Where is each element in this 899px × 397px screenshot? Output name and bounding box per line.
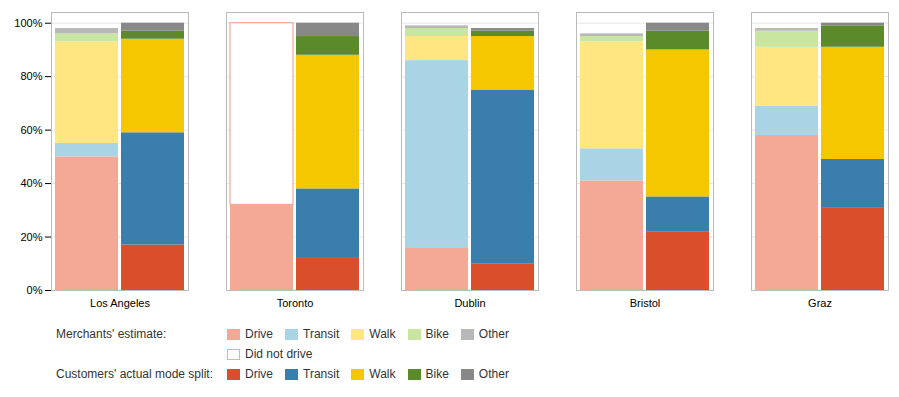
html-text:Drive: Drive xyxy=(245,367,273,381)
html-text:Transit: Transit xyxy=(303,367,340,381)
svg-text:Dublin: Dublin xyxy=(454,297,485,309)
html-text:Did not drive: Did not drive xyxy=(245,347,313,361)
html-text:Other: Other xyxy=(478,327,509,341)
html-text:Walk: Walk xyxy=(369,367,396,381)
html-text:Merchants' estimate:: Merchants' estimate: xyxy=(56,327,167,341)
html-text:Drive: Drive xyxy=(245,327,273,341)
html-text:Bike: Bike xyxy=(425,367,449,381)
svg-text:Bristol: Bristol xyxy=(630,297,661,309)
svg-text:0%: 0% xyxy=(27,284,43,296)
svg-text:Graz: Graz xyxy=(808,297,832,309)
svg-text:60%: 60% xyxy=(20,124,42,136)
svg-text:40%: 40% xyxy=(20,177,42,189)
svg-text:20%: 20% xyxy=(20,231,42,243)
html-text:Transit: Transit xyxy=(303,327,340,341)
svg-text:80%: 80% xyxy=(20,70,42,82)
html-text:Bike: Bike xyxy=(425,327,449,341)
svg-text:Los Angeles: Los Angeles xyxy=(90,297,150,309)
svg-text:Toronto: Toronto xyxy=(277,297,314,309)
html-text:Customers' actual mode split:: Customers' actual mode split: xyxy=(56,367,213,381)
html-text:Walk: Walk xyxy=(369,327,396,341)
svg-text:100%: 100% xyxy=(14,17,42,29)
html-text:Other: Other xyxy=(478,367,509,381)
